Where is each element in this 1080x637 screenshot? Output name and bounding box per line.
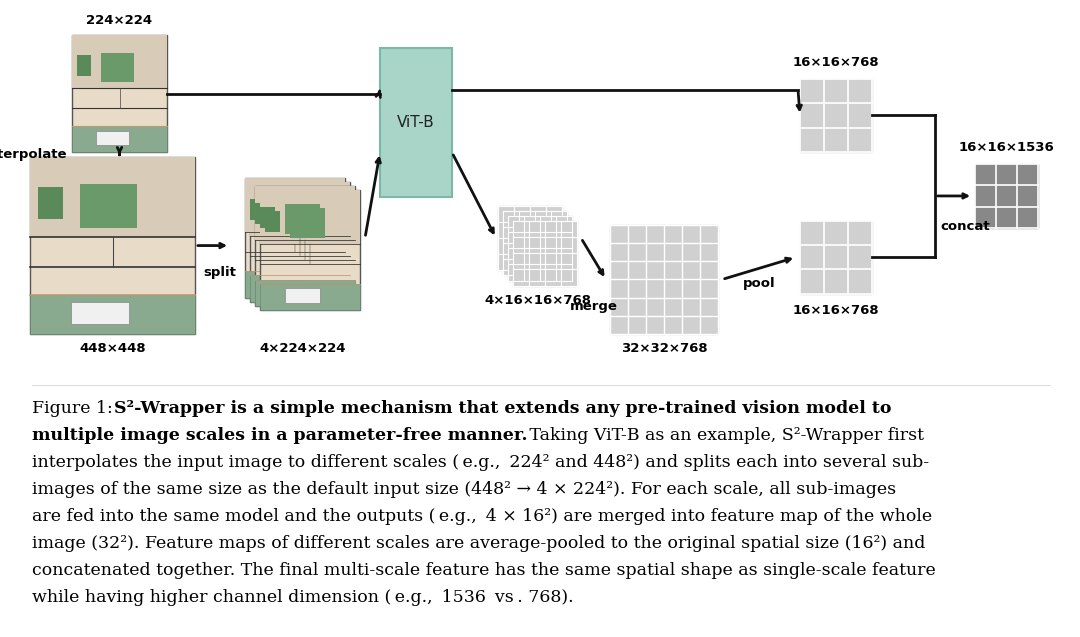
Bar (255, 187, 355, 306)
Text: 16×16×768: 16×16×768 (793, 304, 879, 317)
Bar (280, 200, 315, 230)
Bar (275, 196, 310, 226)
Bar (265, 211, 280, 233)
Bar (72, 126, 167, 152)
Text: are fed into the same model and the outputs ( e.g.,  4 × 16²) are merged into fe: are fed into the same model and the outp… (32, 508, 932, 525)
Bar (270, 276, 305, 290)
Text: Taking ViT-B as an example, S²-Wrapper first: Taking ViT-B as an example, S²-Wrapper f… (524, 427, 924, 444)
Text: while having higher channel dimension ( e.g.,  1536  vs . 768).: while having higher channel dimension ( … (32, 589, 573, 606)
Text: image (32²). Feature maps of different scales are average-pooled to the original: image (32²). Feature maps of different s… (32, 535, 926, 552)
Bar (800, 221, 872, 294)
Text: S²-Wrapper is a simple mechanism that extends any pre-trained vision model to: S²-Wrapper is a simple mechanism that ex… (114, 400, 891, 417)
Bar (30, 157, 195, 334)
Bar (77, 55, 91, 76)
Bar (280, 284, 315, 299)
Text: Figure 1:: Figure 1: (32, 400, 112, 417)
Bar (260, 283, 360, 310)
Text: 4×224×224: 4×224×224 (259, 342, 346, 355)
Bar (96, 131, 129, 145)
Text: concatenated together. The final multi-scale feature has the same spatial shape : concatenated together. The final multi-s… (32, 562, 935, 579)
Bar (291, 208, 325, 238)
Bar (508, 216, 572, 280)
Bar (245, 271, 345, 297)
Bar (513, 221, 577, 285)
Text: 4×16×16×768: 4×16×16×768 (484, 294, 591, 306)
Bar (249, 182, 350, 236)
Text: interpolate: interpolate (0, 148, 67, 161)
Text: concat: concat (940, 220, 989, 233)
Bar (800, 79, 872, 152)
Bar (245, 178, 345, 232)
Bar (255, 187, 355, 240)
Text: 16×16×1536: 16×16×1536 (959, 141, 1054, 154)
Text: split: split (203, 266, 237, 279)
Bar (610, 225, 718, 334)
Bar (285, 289, 320, 303)
Text: pool: pool (743, 278, 775, 290)
Bar (275, 280, 310, 294)
Text: 448×448: 448×448 (79, 342, 146, 355)
Bar (255, 203, 270, 224)
Text: multiple image scales in a parameter-free manner.: multiple image scales in a parameter-fre… (32, 427, 527, 444)
Bar (380, 48, 453, 197)
Bar (249, 182, 350, 302)
Bar (72, 36, 167, 88)
Bar (245, 178, 345, 297)
Bar (71, 303, 129, 324)
Text: interpolates the input image to different scales ( e.g.,  224² and 448²) and spl: interpolates the input image to differen… (32, 454, 929, 471)
Bar (249, 275, 350, 302)
Bar (30, 157, 195, 237)
Text: 32×32×768: 32×32×768 (621, 342, 707, 355)
Bar (249, 199, 265, 220)
Bar (38, 187, 63, 219)
Bar (498, 206, 562, 270)
Bar (975, 164, 1038, 228)
Bar (80, 183, 137, 228)
Bar (100, 53, 134, 82)
Text: ViT-B: ViT-B (397, 115, 435, 130)
Text: 16×16×768: 16×16×768 (793, 56, 879, 69)
Bar (260, 206, 275, 228)
Bar (260, 190, 360, 310)
Bar (255, 280, 355, 306)
Bar (285, 204, 320, 234)
Text: 224×224: 224×224 (86, 15, 152, 27)
Text: merge: merge (569, 300, 618, 313)
Bar (30, 295, 195, 334)
Bar (503, 211, 567, 275)
Bar (72, 36, 167, 152)
Bar (260, 190, 360, 244)
Text: images of the same size as the default input size (448² → 4 × 224²). For each sc: images of the same size as the default i… (32, 481, 896, 498)
